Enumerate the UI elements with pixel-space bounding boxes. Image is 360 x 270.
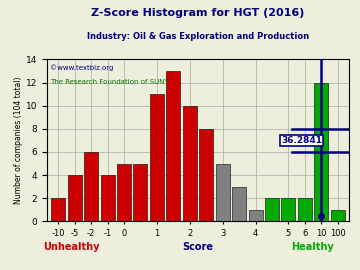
Bar [150,94,164,221]
Text: Healthy: Healthy [292,242,334,252]
Bar [166,71,180,221]
Bar [183,106,197,221]
Bar [314,83,328,221]
Text: Unhealthy: Unhealthy [43,242,99,252]
Bar [117,164,131,221]
Bar [265,198,279,221]
Bar [134,164,148,221]
Bar [51,198,65,221]
Bar [248,210,262,221]
Bar [216,164,230,221]
Text: The Research Foundation of SUNY: The Research Foundation of SUNY [50,79,168,85]
Text: Industry: Oil & Gas Exploration and Production: Industry: Oil & Gas Exploration and Prod… [87,32,309,41]
Text: Z-Score Histogram for HGT (2016): Z-Score Histogram for HGT (2016) [91,8,305,18]
Text: 36.2841: 36.2841 [281,136,322,145]
Y-axis label: Number of companies (104 total): Number of companies (104 total) [14,77,23,204]
Text: Score: Score [183,242,213,252]
Bar [68,175,82,221]
Bar [84,152,98,221]
Text: ©www.textbiz.org: ©www.textbiz.org [50,64,113,71]
Bar [282,198,295,221]
Bar [331,210,345,221]
Bar [298,198,312,221]
Bar [199,129,213,221]
Bar [232,187,246,221]
Bar [101,175,114,221]
